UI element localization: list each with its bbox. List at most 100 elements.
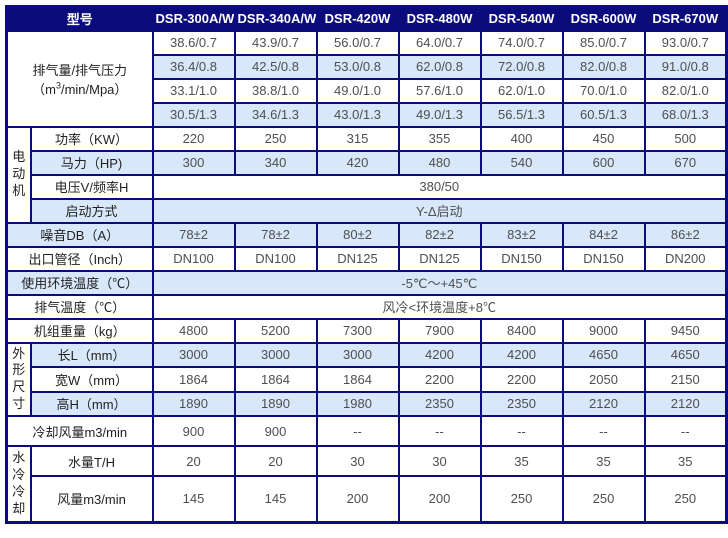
spec-cell: 38.6/0.7 [151, 29, 236, 56]
spec-cell: 250 [479, 475, 564, 524]
row-label: 排气量/排气压力 （m3/min/Mpa） [5, 29, 154, 128]
spec-cell: 4800 [151, 317, 236, 344]
spec-cell: DN125 [397, 245, 482, 272]
spec-cell: DN100 [151, 245, 236, 272]
spec-cell: 82.0/0.8 [561, 53, 646, 80]
row-water-volume: 水冷冷却水量T/H 20 20 30 30 35 35 35 [5, 445, 728, 524]
spec-cell: 30 [315, 445, 400, 478]
spec-cell: 9450 [643, 317, 728, 344]
column-header: DSR-540W [479, 5, 564, 32]
spec-cell: 340 [233, 149, 318, 176]
spec-cell: 64.0/0.7 [397, 29, 482, 56]
spec-cell: -- [643, 415, 728, 448]
spec-cell-span: -5℃～+45℃ [151, 269, 728, 296]
spec-cell: 1864 [233, 366, 318, 393]
spec-cell: 91.0/0.8 [643, 53, 728, 80]
spec-cell: 355 [397, 125, 482, 152]
row-outlet-pipe: 出口管径（Inch） DN100 DN100 DN125 DN125 DN150 DN150… [5, 245, 728, 272]
row-unit-weight: 机组重量（kg） 4800 5200 7300 7900 8400 9000 9450 [5, 317, 728, 344]
row-exhaust-temp: 排气温度（℃） 风冷<环境温度+8℃ [5, 293, 728, 320]
spec-cell: DN150 [561, 245, 646, 272]
spec-cell: 68.0/1.3 [643, 101, 728, 128]
row-label: 马力（HP) [29, 149, 154, 176]
row-label: 长L（mm） [29, 341, 154, 368]
spec-cell: 62.0/0.8 [397, 53, 482, 80]
spec-cell: 72.0/0.8 [479, 53, 564, 80]
spec-cell: 250 [233, 125, 318, 152]
row-label: 宽W（mm） [29, 366, 154, 393]
spec-cell: 540 [479, 149, 564, 176]
spec-cell: 480 [397, 149, 482, 176]
row-label: 使用环境温度（℃） [5, 269, 154, 296]
row-label: 功率（KW） [29, 125, 154, 152]
spec-cell: 3000 [233, 341, 318, 368]
model-column-header: 型号 [5, 5, 154, 32]
row-label: 电压V/频率H [29, 173, 154, 200]
spec-cell: 450 [561, 125, 646, 152]
spec-cell: 5200 [233, 317, 318, 344]
spec-cell: 500 [643, 125, 728, 152]
spec-cell: 62.0/1.0 [479, 77, 564, 104]
row-horsepower: 马力（HP) 300 340 420 480 540 600 670 [7, 149, 728, 176]
spec-cell: 85.0/0.7 [561, 29, 646, 56]
spec-cell: 36.4/0.8 [151, 53, 236, 80]
spec-cell: 400 [479, 125, 564, 152]
group-label: 电动机 [5, 125, 32, 224]
row-label: 水量T/H [29, 445, 154, 478]
spec-cell: 3000 [315, 341, 400, 368]
spec-cell: 56.0/0.7 [315, 29, 400, 56]
spec-cell: 7300 [315, 317, 400, 344]
spec-cell: 200 [315, 475, 400, 524]
spec-cell: 250 [561, 475, 646, 524]
spec-cell: 4650 [561, 341, 646, 368]
spec-cell: 82±2 [397, 221, 482, 248]
row-label: 高H（mm） [29, 390, 154, 418]
spec-cell: DN125 [315, 245, 400, 272]
spec-cell: 86±2 [643, 221, 728, 248]
spec-cell: 42.5/0.8 [233, 53, 318, 80]
spec-cell: -- [561, 415, 646, 448]
table-body: 排气量/排气压力 （m3/min/Mpa） 38.6/0.7 43.9/0.7 56.0… [5, 29, 728, 524]
table-header: 型号 DSR-300A/W DSR-340A/W DSR-420W DSR-480W DS… [5, 5, 728, 32]
spec-cell: 60.5/1.3 [561, 101, 646, 128]
spec-cell: 35 [479, 445, 564, 478]
spec-cell: 80±2 [315, 221, 400, 248]
column-header: DSR-300A/W [151, 5, 236, 32]
spec-cell: 56.5/1.3 [479, 101, 564, 128]
spec-cell: 2150 [643, 366, 728, 393]
spec-cell: 200 [397, 475, 482, 524]
row-height: 高H（mm） 1890 1890 1980 2350 2350 2120 2120 [7, 390, 728, 418]
spec-cell: 57.6/1.0 [397, 77, 482, 104]
spec-cell-span: 风冷<环境温度+8℃ [151, 293, 728, 320]
spec-cell-span: Y-Δ启动 [151, 197, 728, 224]
spec-cell: 2120 [643, 390, 728, 418]
spec-cell: 20 [151, 445, 236, 478]
column-header: DSR-420W [315, 5, 400, 32]
spec-cell: 315 [315, 125, 400, 152]
spec-cell: 78±2 [233, 221, 318, 248]
spec-cell: DN100 [233, 245, 318, 272]
row-capacity-1-3: 30.5/1.3 34.6/1.3 43.0/1.3 49.0/1.3 56.5/1.3… [7, 101, 728, 128]
spec-cell: 83±2 [479, 221, 564, 248]
spec-cell: DN150 [479, 245, 564, 272]
header-row: 型号 DSR-300A/W DSR-340A/W DSR-420W DSR-480W DS… [5, 5, 728, 32]
spec-cell: -- [315, 415, 400, 448]
spec-cell: 145 [233, 475, 318, 524]
row-capacity-0-8: 36.4/0.8 42.5/0.8 53.0/0.8 62.0/0.8 72.0/0.8… [7, 53, 728, 80]
row-capacity-0-7: 排气量/排气压力 （m3/min/Mpa） 38.6/0.7 43.9/0.7 56.0… [5, 29, 728, 128]
spec-cell: 145 [151, 475, 236, 524]
spec-cell: 1980 [315, 390, 400, 418]
row-label: 出口管径（Inch） [5, 245, 154, 272]
row-air-volume: 风量m3/min 145 145 200 200 250 250 250 [7, 475, 728, 524]
spec-cell: 35 [643, 445, 728, 478]
spec-cell: 2350 [397, 390, 482, 418]
row-label: 噪音DB（A） [5, 221, 154, 248]
spec-cell: 49.0/1.3 [397, 101, 482, 128]
row-label: 冷却风量m3/min [5, 415, 154, 448]
spec-cell: 600 [561, 149, 646, 176]
group-label: 水冷冷却 [5, 445, 32, 524]
row-voltage-frequency: 电压V/频率H 380/50 [7, 173, 728, 200]
spec-cell: 1864 [315, 366, 400, 393]
row-label: 启动方式 [29, 197, 154, 224]
spec-cell: 1890 [151, 390, 236, 418]
